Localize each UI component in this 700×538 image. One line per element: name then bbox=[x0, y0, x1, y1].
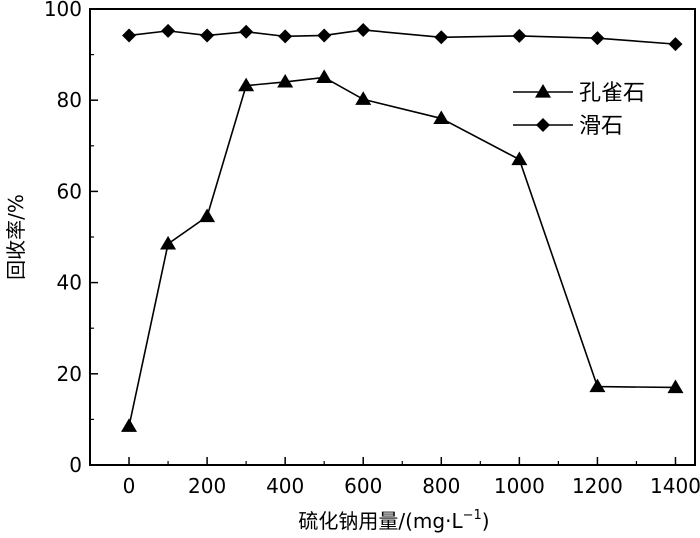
data-point bbox=[278, 29, 293, 44]
data-point bbox=[668, 37, 683, 52]
x-axis-title-main: 硫化钠用量/(mg·L bbox=[298, 509, 463, 533]
legend-marker bbox=[535, 84, 551, 98]
data-point bbox=[589, 378, 606, 393]
x-tick-label: 1000 bbox=[494, 474, 545, 498]
data-point bbox=[434, 30, 449, 45]
plot-frame bbox=[89, 8, 696, 466]
data-point bbox=[122, 28, 137, 43]
x-tick-label: 1400 bbox=[650, 474, 700, 498]
data-point bbox=[356, 22, 371, 37]
data-point bbox=[317, 28, 332, 43]
data-point bbox=[161, 23, 176, 38]
data-point bbox=[277, 73, 294, 88]
legend-marker bbox=[536, 118, 550, 132]
legend-label-malachite: 孔雀石 bbox=[579, 81, 645, 106]
data-point bbox=[355, 91, 372, 105]
y-tick-label: 20 bbox=[57, 362, 82, 386]
legend-item-malachite bbox=[513, 84, 573, 98]
series-talc bbox=[122, 22, 683, 52]
x-axis: 0 200 400 600 800 1000 1200 1400 bbox=[123, 457, 700, 498]
data-point bbox=[511, 151, 528, 166]
x-tick-label: 200 bbox=[188, 474, 226, 498]
data-point bbox=[200, 28, 215, 43]
data-point bbox=[199, 208, 216, 223]
y-tick-label: 0 bbox=[69, 453, 82, 477]
y-tick-label: 80 bbox=[57, 88, 82, 112]
y-tick-label: 40 bbox=[57, 271, 82, 295]
x-tick-label: 1200 bbox=[572, 474, 623, 498]
x-axis-title: 硫化钠用量/(mg·L−1) bbox=[298, 508, 489, 533]
y-axis-title: 回收率/% bbox=[4, 194, 28, 280]
x-tick-label: 600 bbox=[344, 474, 382, 498]
y-tick-label: 100 bbox=[44, 0, 82, 21]
series-layer bbox=[121, 22, 684, 432]
data-point bbox=[667, 379, 684, 394]
x-axis-title-superscript: −1 bbox=[463, 508, 482, 523]
data-point bbox=[239, 24, 254, 39]
x-tick-label: 400 bbox=[266, 474, 304, 498]
x-axis-title-end: ) bbox=[482, 509, 490, 533]
data-point bbox=[512, 28, 527, 43]
x-tick-label: 0 bbox=[123, 474, 136, 498]
data-point bbox=[121, 418, 138, 432]
data-point bbox=[590, 31, 605, 46]
series-malachite bbox=[121, 69, 684, 432]
y-axis: 0 20 40 60 80 100 bbox=[44, 0, 98, 477]
data-point bbox=[238, 77, 255, 92]
legend-item-talc bbox=[513, 118, 573, 132]
x-tick-label: 800 bbox=[422, 474, 460, 498]
data-point bbox=[160, 235, 177, 250]
data-point bbox=[433, 110, 450, 125]
data-point bbox=[316, 69, 333, 83]
y-tick-label: 60 bbox=[57, 179, 82, 203]
legend: 孔雀石 滑石 bbox=[513, 81, 645, 139]
legend-label-talc: 滑石 bbox=[579, 114, 623, 139]
